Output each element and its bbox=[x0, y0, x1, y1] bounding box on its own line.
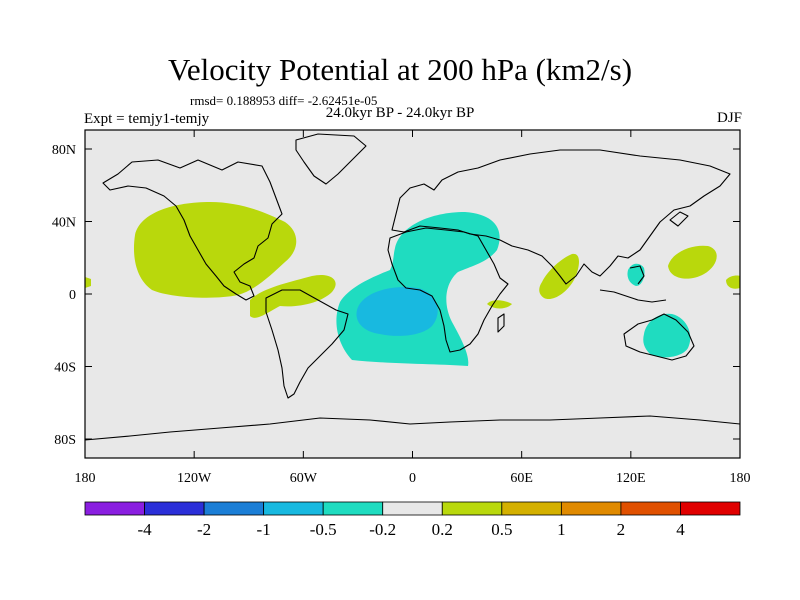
coastlines bbox=[85, 133, 740, 441]
indonesia-coastline bbox=[599, 265, 667, 303]
lat-tick-label: 80S bbox=[54, 433, 76, 448]
colorbar-swatch bbox=[263, 501, 324, 516]
season-label: DJF bbox=[716, 110, 742, 126]
negative-anomaly-core-atlantic bbox=[356, 286, 438, 336]
negative-anomaly-australia bbox=[643, 313, 691, 358]
colorbar-swatch bbox=[501, 501, 562, 516]
north-america-coastline bbox=[102, 159, 283, 301]
colorbar-swatch bbox=[382, 501, 443, 516]
colorbar-swatch bbox=[560, 501, 622, 516]
colorbar-label: 2 bbox=[617, 520, 626, 539]
colorbar-swatch bbox=[144, 501, 205, 516]
south-america-coastline bbox=[265, 289, 349, 399]
positive-anomaly-india bbox=[539, 253, 579, 300]
colorbar-label: 0.5 bbox=[491, 520, 512, 539]
lon-tick-label: 180 bbox=[75, 471, 96, 486]
lon-tick-label: 120E bbox=[616, 471, 646, 486]
colorbar-swatch bbox=[620, 501, 681, 516]
lon-tick-label: 120W bbox=[177, 471, 212, 486]
africa-coastline bbox=[387, 227, 509, 353]
map-title: Velocity Potential at 200 hPa (km2/s) bbox=[167, 52, 633, 87]
colorbar-label: 0.2 bbox=[432, 520, 453, 539]
colorbar-label: 4 bbox=[676, 520, 685, 539]
stats-label: rmsd= 0.188953 diff= -2.62451e-05 bbox=[190, 93, 378, 108]
lat-tick-label: 80N bbox=[52, 143, 76, 158]
colorbar-swatch bbox=[322, 501, 384, 516]
antarctica-coastline bbox=[85, 415, 740, 441]
colorbar-label: 1 bbox=[557, 520, 566, 539]
colorbar-label: -4 bbox=[137, 520, 152, 539]
positive-anomaly-caribbean bbox=[250, 274, 336, 318]
colorbar-swatch bbox=[441, 501, 503, 516]
europe-asia-coastline bbox=[391, 149, 731, 285]
japan-coastline bbox=[669, 211, 689, 227]
lon-tick-label: 0 bbox=[409, 471, 416, 486]
latitude-axis: 80N 40N 0 40S 80S bbox=[52, 143, 740, 448]
experiment-label: Expt = temjy1-temjy bbox=[84, 111, 210, 127]
longitude-axis: 180 120W 60W 0 60E 120E 180 bbox=[75, 130, 751, 486]
colorbar-swatch bbox=[203, 501, 265, 516]
madagascar-coastline bbox=[497, 313, 505, 333]
lon-tick-label: 60E bbox=[510, 471, 533, 486]
colorbar-swatch bbox=[680, 501, 741, 516]
positive-anomaly-east-africa bbox=[487, 300, 512, 309]
lon-tick-label: 180 bbox=[730, 471, 751, 486]
colorbar-label: -2 bbox=[197, 520, 211, 539]
lat-tick-label: 40N bbox=[52, 216, 76, 231]
colorbar-swatch bbox=[84, 501, 145, 516]
lat-tick-label: 0 bbox=[69, 288, 76, 303]
anomaly-fields bbox=[85, 202, 740, 366]
colorbar-label: -0.5 bbox=[310, 520, 337, 539]
lat-tick-label: 40S bbox=[54, 361, 76, 376]
lon-tick-label: 60W bbox=[290, 471, 318, 486]
periods-label: 24.0kyr BP - 24.0kyr BP bbox=[325, 105, 475, 121]
greenland-coastline bbox=[295, 133, 367, 185]
positive-anomaly-north-pacific bbox=[668, 245, 717, 279]
positive-anomaly-dateline-west bbox=[85, 277, 91, 288]
colorbar: -4 -2 -1 -0.5 -0.2 0.2 0.5 1 2 4 bbox=[84, 501, 741, 539]
australia-coastline bbox=[623, 313, 695, 361]
positive-anomaly-north-america bbox=[133, 202, 297, 298]
positive-anomaly-dateline-east bbox=[726, 275, 740, 289]
colorbar-label: -1 bbox=[257, 520, 271, 539]
colorbar-label: -0.2 bbox=[369, 520, 396, 539]
